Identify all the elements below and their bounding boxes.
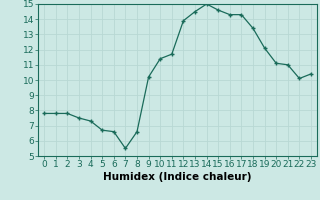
X-axis label: Humidex (Indice chaleur): Humidex (Indice chaleur)	[103, 172, 252, 182]
